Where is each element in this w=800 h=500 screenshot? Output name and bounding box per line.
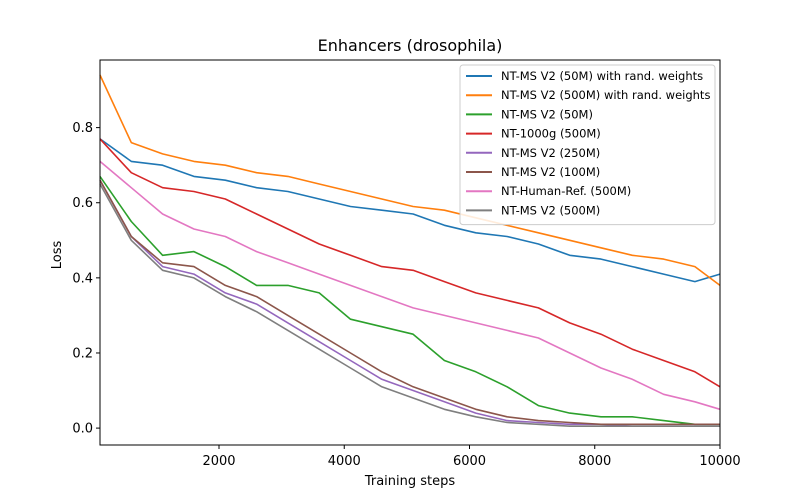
x-axis-label: Training steps <box>364 474 456 489</box>
x-tick-label-3: 8000 <box>578 454 611 469</box>
series-line-6 <box>99 160 721 411</box>
series-line-0 <box>99 138 721 283</box>
series-line-1 <box>99 74 721 287</box>
legend-label-1: NT-MS V2 (500M) with rand. weights <box>501 88 710 102</box>
plot-lines <box>99 74 721 428</box>
x-tick-label-4: 10000 <box>699 454 740 469</box>
legend-label-0: NT-MS V2 (50M) with rand. weights <box>501 69 703 83</box>
legend-label-5: NT-MS V2 (100M) <box>501 165 600 179</box>
x-tick-label-0: 2000 <box>202 454 235 469</box>
legend: NT-MS V2 (50M) with rand. weights NT-MS V… <box>459 64 716 226</box>
x-tick-label-2: 6000 <box>453 454 486 469</box>
legend-label-7: NT-MS V2 (500M) <box>501 203 600 217</box>
legend-label-6: NT-Human-Ref. (500M) <box>501 184 631 198</box>
y-tick-label-2: 0.4 <box>72 271 93 286</box>
y-tick-label-1: 0.2 <box>72 346 93 361</box>
series-line-3 <box>99 138 721 388</box>
legend-label-4: NT-MS V2 (250M) <box>501 146 600 160</box>
legend-label-3: NT-1000g (500M) <box>501 127 601 141</box>
series-line-7 <box>99 183 720 428</box>
plot-frame <box>99 59 721 446</box>
chart-title: Enhancers (drosophila) <box>318 36 503 55</box>
series-line-5 <box>99 179 720 426</box>
y-axis-label: Loss <box>50 241 65 270</box>
legend-label-2: NT-MS V2 (50M) <box>501 107 593 121</box>
axes: 2000 4000 6000 8000 10000 0.0 0.2 0.4 0.6 0.8 <box>72 59 741 469</box>
y-tick-label-4: 0.8 <box>72 121 93 136</box>
legend-box <box>459 64 716 226</box>
y-tick-label-3: 0.6 <box>72 196 93 211</box>
series-line-2 <box>99 175 720 426</box>
x-tick-label-1: 4000 <box>328 454 361 469</box>
y-tick-label-0: 0.0 <box>72 422 93 437</box>
